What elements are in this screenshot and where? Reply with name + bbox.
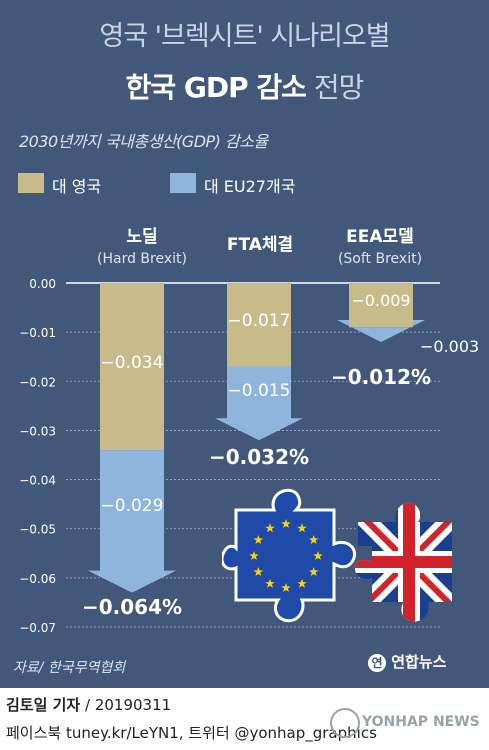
eu-star-icon [265,578,275,588]
eu-star-icon [297,578,307,588]
y-tick-label: −0.07 [19,621,56,635]
value-label-eu: −0.029 [101,496,164,516]
legend-label-eu: 대 EU27개국 [204,177,296,196]
bar-eu-arrow [337,319,425,342]
title-line1: 영국 '브렉시트' 시나리오별 [99,21,390,52]
eu-star-icon [309,567,319,576]
legend-swatch-eu [170,173,196,193]
value-label-uk: −0.009 [351,291,410,310]
column-subtitle-nodeal: (Hard Brexit) [97,251,187,267]
eu-star-icon [297,523,307,533]
eu-star-icon [281,519,291,528]
total-label: −0.032% [209,445,309,469]
value-label-uk: −0.017 [228,311,291,331]
total-label: −0.012% [331,365,431,389]
bar-uk [100,283,164,451]
eu-star-icon [313,551,323,560]
y-tick-label: −0.06 [19,572,56,586]
eu-star-icon [309,535,319,544]
yonhap-logo: 연 연합뉴스 [368,651,446,672]
value-label-eu: −0.003 [420,337,479,356]
bar-uk [227,283,291,367]
yonhap-logo-icon: 연 [368,653,386,672]
eu-star-icon [253,567,263,576]
column-title-eea: EEA모델 [346,227,414,247]
legend-swatch-uk [18,173,44,193]
title-suffix: 전망 [313,71,365,104]
y-tick-label: −0.02 [19,375,56,389]
y-tick-label: −0.01 [19,326,56,340]
eu-star-icon [265,523,275,533]
y-tick-label: −0.04 [19,474,56,488]
y-tick-label: −0.05 [19,523,56,537]
y-tick-label: −0.03 [19,424,56,438]
title-line2: 한국 GDP 감소 전망 [0,66,489,106]
social-links: 페이스북 tuney.kr/LeYN1, 트위터 @yonhap_graphic… [6,724,377,742]
watermark-text: YONHAP NEWS [362,714,480,730]
bar-eu-arrow [88,450,176,593]
bar-eu-arrow [215,366,303,441]
watermark-icon [330,708,360,738]
brexit-gdp-chart: 0.00 −0.01 −0.02 −0.03 −0.04 −0.05 −0.06 −0.07 −… [19,277,479,635]
eu-star-icon [253,535,263,544]
author-name: 김토일 기자 [6,696,81,714]
source-note: 자료/ 한국무역협회 [13,660,126,676]
y-tick-label: 0.00 [29,277,56,291]
eu-star-icon [281,583,291,592]
bar-uk [349,283,413,328]
publish-date: / 20190311 [80,696,172,714]
yonhap-logo-text: 연합뉴스 [391,653,447,671]
column-title-fta: FTA체결 [226,235,294,255]
value-label-eu: −0.015 [228,381,291,401]
value-label-uk: −0.034 [101,353,164,373]
total-label: −0.064% [82,595,182,619]
legend-label-uk: 대 영국 [52,177,102,196]
eu-flag-puzzle-icon [222,488,357,623]
yonhap-watermark: YONHAP NEWS [330,706,480,744]
title-main: 한국 GDP 감소 [125,71,307,104]
infographic-panel: 영국 '브렉시트' 시나리오별 한국 GDP 감소 전망 2030년까지 국내총… [0,0,489,688]
uk-flag-puzzle-icon [354,502,453,622]
chart-subtitle: 2030년까지 국내총생산(GDP) 감소율 [19,132,268,151]
column-subtitle-eea: (Soft Brexit) [337,251,423,267]
column-title-nodeal: 노딜 [126,227,158,247]
byline: 김토일 기자 / 20190311 [6,694,171,715]
eu-star-icon [249,551,259,560]
